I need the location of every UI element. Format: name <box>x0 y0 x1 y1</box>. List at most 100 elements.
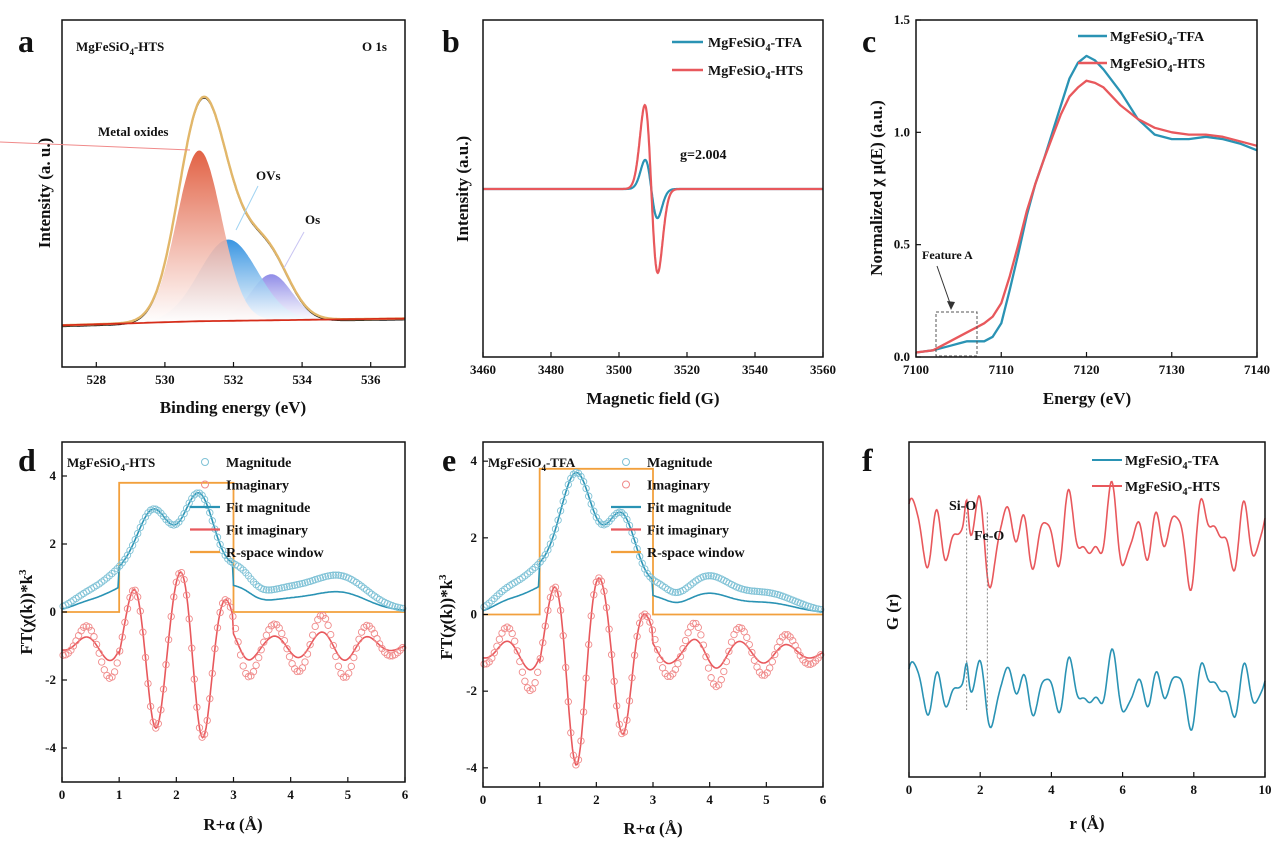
magnitude-point <box>224 555 232 563</box>
magnitude-point <box>488 597 496 605</box>
imaginary-point <box>239 662 247 670</box>
panel-a: a 528 530 532 534 536 MgFeSiO4-HTS O 1s Meta… <box>0 19 406 417</box>
imaginary-point <box>332 652 340 661</box>
panel-d-xtick-label: 5 <box>345 787 352 802</box>
panel-c-ylabel: Normalized χ μ(E) (a.u.) <box>867 100 886 276</box>
imaginary-point <box>651 635 659 644</box>
imaginary-point <box>531 679 539 687</box>
imaginary-point <box>146 702 155 711</box>
imaginary-point <box>702 653 710 661</box>
imaginary-point <box>260 638 268 646</box>
imaginary-point <box>592 578 600 586</box>
magnitude-point <box>618 509 626 517</box>
panel-c-ytick-label: 0.5 <box>894 237 911 252</box>
imaginary-point <box>301 658 309 666</box>
magnitude-point <box>293 581 301 589</box>
panel-e-xtick-label: 3 <box>650 792 657 807</box>
panel-label-b: b <box>442 23 460 59</box>
magnitude-point <box>270 585 278 594</box>
imaginary-point <box>582 674 590 682</box>
panel-b-lines <box>483 103 823 275</box>
panel-d-xtick-label: 4 <box>287 787 294 802</box>
imaginary-point <box>697 631 705 639</box>
panel-b-xtick-label: 3500 <box>606 362 632 377</box>
magnitude-point <box>587 500 595 508</box>
panel-c-ytick-label: 0.0 <box>894 349 910 364</box>
imaginary-point <box>490 649 498 657</box>
magnitude-point <box>610 511 618 520</box>
magnitude-point <box>278 584 286 592</box>
metal-oxides-peak <box>127 150 271 324</box>
panel-f-lines <box>908 480 1266 732</box>
panel-c-legend: MgFeSiO4-TFA MgFeSiO4-HTS <box>1078 30 1205 75</box>
imaginary-point <box>211 645 219 653</box>
magnitude-point <box>620 511 629 519</box>
magnitude-point <box>134 529 142 538</box>
imaginary-point <box>699 641 708 649</box>
imaginary-point <box>620 728 629 736</box>
imaginary-point <box>671 665 680 674</box>
magnitude-point <box>490 594 498 603</box>
imaginary-point <box>162 661 170 669</box>
imaginary-point <box>90 633 98 641</box>
magnitude-point <box>564 480 572 489</box>
imaginary-point <box>185 615 193 623</box>
magnitude-point <box>687 581 695 589</box>
imaginary-point <box>128 587 137 595</box>
imaginary-point <box>758 671 766 679</box>
panel-a-xlabel: Binding energy (eV) <box>160 398 306 417</box>
imaginary-point <box>817 651 825 659</box>
imaginary-point <box>324 621 332 629</box>
imaginary-point <box>193 703 201 711</box>
imaginary-point <box>551 583 560 591</box>
legend-label-magnitude: Magnitude <box>226 456 291 471</box>
magnitude-point <box>288 582 296 590</box>
panel-d-xtick-label: 0 <box>59 787 66 802</box>
imaginary-point <box>141 653 150 662</box>
imaginary-point <box>172 578 180 586</box>
panel-e-legend: Magnitude Imaginary Fit magnitude Fit imagi… <box>611 456 746 561</box>
panel-b-xtick-label: 3560 <box>810 362 836 377</box>
imaginary-point <box>311 622 319 631</box>
panel-d-ytick-label: 2 <box>50 536 57 551</box>
magnitude-point <box>562 488 570 497</box>
imaginary-point <box>628 674 636 682</box>
imaginary-point <box>159 685 168 693</box>
panel-b-xtick-label: 3520 <box>674 362 700 377</box>
magnitude-point <box>175 518 183 526</box>
magnitude-point <box>236 564 245 572</box>
imaginary-point <box>231 624 240 633</box>
annotation-feature-a-arrow <box>936 265 952 307</box>
panel-f-xlabel: r (Å) <box>1069 814 1104 833</box>
imaginary-point <box>180 575 188 584</box>
imaginary-point <box>110 668 119 676</box>
imaginary-point <box>692 619 700 628</box>
gr-line-tfa <box>908 648 1266 732</box>
legend-marker-imaginary <box>201 480 209 489</box>
magnitude-point <box>602 520 611 528</box>
imaginary-point <box>87 627 96 635</box>
imaginary-point <box>154 720 162 728</box>
imaginary-point <box>511 637 519 645</box>
imaginary-point <box>203 716 211 725</box>
imaginary-point <box>393 649 402 657</box>
imaginary-point <box>513 647 521 655</box>
imaginary-point <box>796 651 804 660</box>
imaginary-point <box>126 593 134 602</box>
magnitude-point <box>559 497 567 506</box>
annotation-metal-oxides: Metal oxides <box>98 124 168 139</box>
imaginary-point <box>778 633 787 641</box>
imaginary-point <box>579 708 588 716</box>
imaginary-point <box>574 756 583 764</box>
magnitude-point <box>357 582 366 590</box>
magnitude-point <box>523 570 532 578</box>
legend-label-fit-imaginary: Fit imaginary <box>226 524 308 539</box>
imaginary-point <box>303 650 312 658</box>
imaginary-point <box>605 625 613 633</box>
imaginary-point <box>285 653 294 661</box>
legend-label-r-space-window: R-space window <box>647 546 746 561</box>
imaginary-point <box>224 597 232 605</box>
imaginary-point <box>521 677 529 685</box>
legend-marker-magnitude <box>201 458 209 466</box>
magnitude-point <box>200 495 209 504</box>
